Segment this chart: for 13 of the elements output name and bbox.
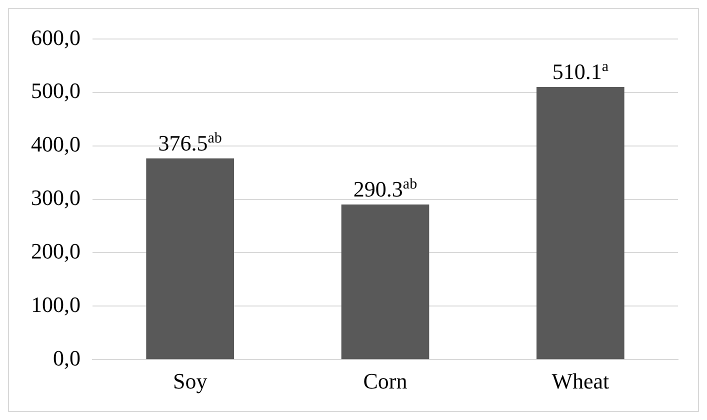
y-tick-label: 500,0 bbox=[31, 78, 80, 104]
y-tick-label: 300,0 bbox=[31, 185, 80, 210]
y-tick-label: 400,0 bbox=[31, 132, 80, 157]
bar bbox=[146, 158, 234, 360]
bar bbox=[536, 87, 624, 360]
y-tick-label: 200,0 bbox=[31, 238, 80, 264]
x-tick-label: Wheat bbox=[552, 368, 610, 394]
y-tick-label: 600,0 bbox=[31, 24, 80, 50]
x-tick-label: Corn bbox=[363, 368, 408, 394]
y-tick-label: 0,0 bbox=[53, 345, 80, 370]
y-tick-label: 100,0 bbox=[31, 292, 80, 317]
bar bbox=[341, 204, 430, 360]
x-tick-label: Soy bbox=[172, 368, 208, 394]
